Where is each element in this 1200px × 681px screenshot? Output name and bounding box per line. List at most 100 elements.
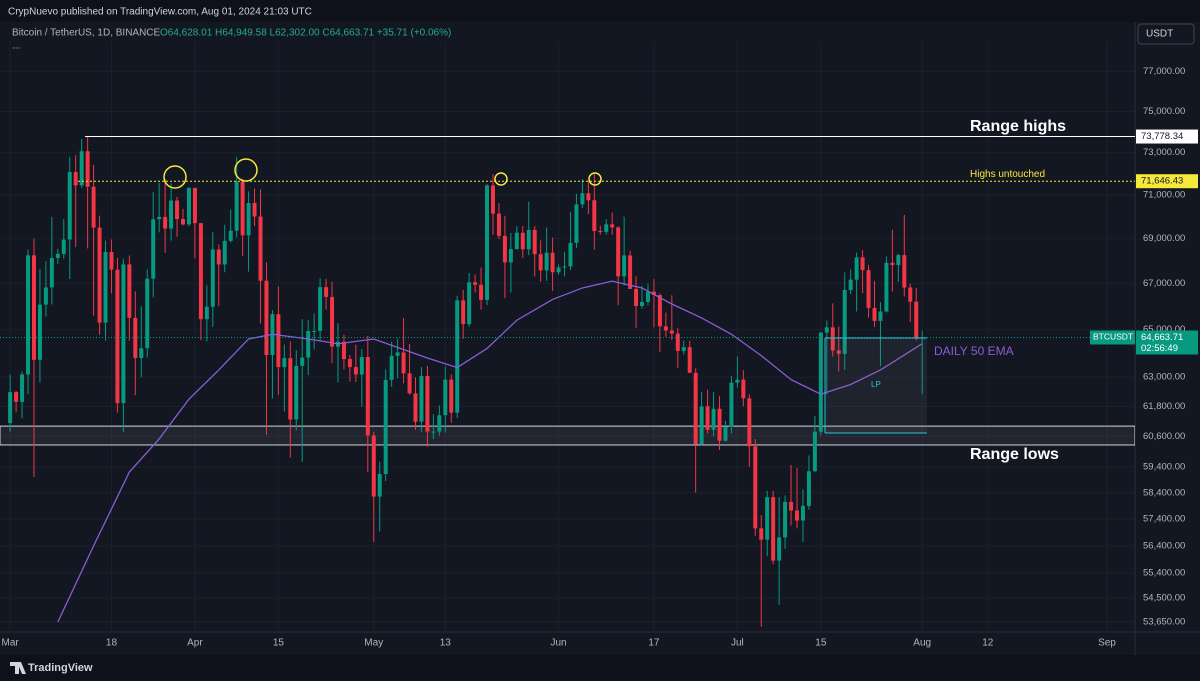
- candle-body: [377, 473, 382, 497]
- x-tick-label: Jun: [550, 638, 566, 649]
- candle-body: [884, 262, 889, 312]
- highlight-circle: [234, 158, 258, 182]
- candle-body: [669, 330, 674, 334]
- y-tick-label: 65,000.00: [1143, 324, 1185, 335]
- candle-body: [347, 359, 352, 368]
- symbol-box: [1090, 330, 1135, 345]
- candle-body: [592, 200, 597, 232]
- candle-body: [341, 341, 346, 360]
- candle-body: [371, 435, 376, 497]
- y-tick-label: 60,600.00: [1143, 431, 1185, 442]
- x-tick-label: 15: [273, 638, 285, 649]
- level-price: 71,646.43: [1141, 176, 1183, 187]
- highlight-circle: [588, 172, 602, 186]
- y-tick-label: 59,400.00: [1143, 461, 1185, 472]
- currency-box[interactable]: [1137, 23, 1195, 45]
- candle-body: [43, 287, 48, 305]
- candle-body: [210, 249, 215, 307]
- candle-body: [240, 181, 245, 236]
- candle-body: [216, 249, 221, 265]
- candle-body: [73, 172, 78, 186]
- candle-body: [228, 230, 233, 241]
- candle-body: [55, 253, 60, 259]
- currency[interactable]: USDT: [1146, 29, 1173, 40]
- candle-body: [169, 200, 174, 229]
- candle-body: [860, 257, 865, 271]
- candle-body: [681, 347, 686, 351]
- x-tick-label: Apr: [187, 638, 203, 649]
- candle-body: [693, 372, 698, 445]
- candle-body: [568, 242, 573, 267]
- candle-body: [479, 284, 484, 300]
- candle-body: [61, 239, 66, 254]
- candle-body: [729, 382, 734, 427]
- candle-body: [783, 501, 788, 538]
- candle-body: [419, 376, 424, 422]
- candle-body: [359, 356, 364, 375]
- candle-body: [902, 255, 907, 288]
- highlight-circle: [494, 172, 508, 186]
- y-tick-label: 67,000.00: [1143, 278, 1185, 289]
- top-bar: [0, 0, 1200, 22]
- candle-body: [604, 224, 609, 232]
- candle-body: [234, 181, 239, 231]
- candle-body: [747, 398, 752, 447]
- candle-body: [896, 255, 901, 266]
- y-tick-label: 69,000.00: [1143, 233, 1185, 244]
- candle-body: [598, 231, 603, 233]
- candle-body: [121, 264, 126, 404]
- last-price-box: [1136, 330, 1198, 355]
- y-tick-label: 54,500.00: [1143, 593, 1185, 604]
- candle-body: [705, 406, 710, 430]
- candle-body: [789, 501, 794, 511]
- candle-body: [139, 348, 144, 359]
- candle-body: [711, 408, 716, 430]
- candle-body: [848, 279, 853, 291]
- candle-body: [294, 365, 299, 420]
- candle-body: [812, 431, 817, 472]
- candle-body: [115, 269, 120, 404]
- x-tick-label: 13: [440, 638, 452, 649]
- candle-body: [151, 219, 156, 279]
- candle-body: [449, 379, 454, 413]
- candle-body: [532, 229, 537, 255]
- candle-body: [163, 216, 168, 229]
- candle-body: [651, 291, 656, 296]
- candle-body: [222, 240, 227, 265]
- candle-body: [431, 431, 436, 433]
- candle-body: [550, 252, 555, 273]
- logo-icon: [10, 662, 26, 674]
- ohlc-legend: O64,628.01 H64,949.58 L62,302.00 C64,663…: [160, 28, 451, 39]
- candle-body: [800, 505, 805, 521]
- candle-body: [645, 291, 650, 302]
- candle-body: [276, 314, 281, 368]
- y-tick-label: 71,000.00: [1143, 190, 1185, 201]
- y-tick-label: 56,400.00: [1143, 540, 1185, 551]
- y-tick-label: 73,000.00: [1143, 147, 1185, 158]
- y-tick-label: 77,000.00: [1143, 66, 1185, 77]
- candle-body: [520, 232, 525, 250]
- candle-body: [508, 249, 513, 263]
- level-price-box: [1136, 129, 1198, 144]
- candle-body: [485, 185, 490, 300]
- candle-body: [246, 202, 251, 236]
- ema-line: [57, 280, 923, 623]
- candle-body: [455, 300, 460, 413]
- ema-label: DAILY 50 EMA: [934, 344, 1014, 358]
- y-tick-label: 53,650.00: [1143, 617, 1185, 628]
- candle-body: [878, 311, 883, 321]
- candle-body: [663, 326, 668, 331]
- last-price: 64,663.71: [1141, 332, 1183, 343]
- candle-body: [181, 218, 186, 225]
- candle-body: [467, 282, 472, 325]
- x-tick-label: May: [364, 638, 383, 649]
- candle-body: [79, 151, 84, 186]
- candle-body: [765, 497, 770, 540]
- candle-body: [461, 300, 466, 325]
- candle-body: [8, 392, 13, 424]
- candle-body: [258, 216, 263, 281]
- candle-body: [526, 229, 531, 250]
- candle-body: [330, 296, 335, 347]
- candle-body: [842, 290, 847, 354]
